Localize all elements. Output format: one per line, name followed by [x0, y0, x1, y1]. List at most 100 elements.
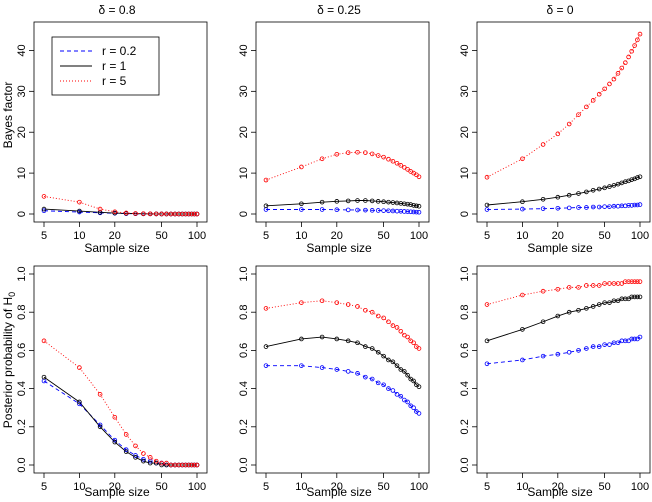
panel-r0-c2-series-2-point	[611, 76, 617, 82]
panel-r0-c1-series-1-point	[416, 203, 422, 209]
panel-r0-c1-series-0-point	[416, 209, 422, 215]
panel-r0-c2-series-2-point	[629, 48, 634, 54]
column-title-delta-0.8: δ = 0.8	[98, 3, 135, 17]
panel-r1-c2-series-0-point	[484, 361, 490, 367]
panel-r0-c0-series-2-point	[77, 199, 82, 205]
panel-r0-c0-y-tick-label: 20	[16, 126, 28, 138]
panel-r0-c2-series-2-point	[596, 91, 602, 97]
panel-r1-c1-series-1-point	[405, 372, 410, 378]
panel-r1-c0-x-tick-label: 10	[73, 481, 85, 493]
panel-r0-c0-series-2-point	[133, 211, 138, 216]
panel-r0-c1-series-0-point	[408, 209, 413, 215]
panel-r0-c2-series-1-point	[555, 194, 561, 200]
panel-r1-c1-series-0-point	[369, 376, 375, 382]
panel-r1-c2-series-1-point	[635, 294, 640, 300]
panel-r1-c1-series-0-point	[402, 397, 407, 403]
panel-r1-c2-series-1-point	[520, 327, 525, 332]
panel-r0-c0-series-2-point	[189, 211, 194, 217]
panel-r1-c1-series-1-point	[369, 346, 375, 351]
panel-r0-c0-series-2-point	[41, 194, 47, 199]
panel-r0-c2-series-2-point	[555, 131, 561, 137]
panel-r1-c0-series-2-point	[189, 462, 194, 468]
legend-entry-r-5: r = 5	[60, 74, 127, 88]
panel-r0-c2-x-tick-label: 5	[484, 230, 490, 242]
panel-r1-c2-series-0-point	[607, 342, 612, 347]
panel-r1-c2-series-1-point	[623, 296, 628, 302]
panel-r1-c2-series-2-point	[623, 279, 628, 284]
panel-r0-c1-series-0-point	[386, 208, 391, 214]
panel-r0-c2-series-0-point	[626, 203, 631, 208]
panel-r0-c0-series-0-point	[41, 208, 47, 214]
panel-r0-c2-series-2-point	[632, 43, 637, 48]
panel-r1-c2-series-2-point	[635, 279, 640, 284]
panel-r0-c2-series-2-point	[623, 60, 628, 66]
panel-r0-c1-series-0-point	[411, 209, 416, 215]
panel-r0-c1-series-0-point	[319, 207, 325, 212]
panel-r1-c2-series-2-point	[576, 285, 581, 290]
panel-r0-c1-series-1-point	[405, 201, 410, 207]
panel-r0-c2-x-tick-label: 10	[516, 230, 528, 242]
panel-r1-c2-series-1-point	[632, 294, 637, 300]
panel-r1-c0-y-tick-label: 0.6	[16, 343, 28, 358]
panel-r1-c2-series-2-point	[584, 283, 589, 288]
panel-r0-c2-series-2-point	[602, 86, 607, 92]
panel-r1-c1-series-1-point	[263, 344, 269, 349]
panel-r1-c1-series-2-point	[369, 309, 375, 315]
panel-r1-c2-series-2-point	[619, 281, 625, 286]
panel-r0-c0-frame	[33, 21, 208, 223]
panel-r1-c1-y-tick-label: 0.0	[238, 457, 250, 472]
panel-r0-c2-series-1-line	[486, 176, 641, 206]
panel-r0-c1-series-2-point	[263, 177, 269, 183]
panel-r1-c0-y-tick-label: 0.0	[16, 457, 28, 472]
panel-r1-c0: 5 10 20 50 100 0.0 0.2 0.4 0.6 0.8 1.0	[16, 265, 208, 493]
panel-r0-c1-series-1-point	[334, 199, 340, 204]
panel-r0-c1-series-0-point	[299, 207, 304, 212]
panel-r1-c2-x-tick-label: 5	[484, 481, 490, 493]
panel-r1-c2-series-1-point	[484, 338, 490, 344]
panel-r1-c2-y-tick-label: 0.4	[459, 381, 471, 396]
panel-r1-c1-series-0-point	[381, 382, 386, 388]
panel-r1-c1-series-2-point	[319, 298, 325, 304]
panel-r1-c2-series-2-point	[607, 281, 612, 286]
panel-r0-c1-series-0-point	[355, 207, 360, 213]
panel-r1-c2-series-0-point	[602, 342, 607, 347]
panel-r1-c1-series-0-point	[334, 367, 340, 372]
panel-r1-c2-series-0-point	[590, 344, 596, 349]
panel-r1-c2-series-1-point	[607, 300, 612, 305]
panel-r0-c0-series-2-point	[194, 211, 200, 217]
panel-r1-c1-series-2-point	[386, 319, 391, 325]
panel-r1-c2-series-0-point	[635, 336, 640, 342]
panel-r1-c2-series-2-point	[540, 288, 546, 294]
panel-r1-c1-series-1-point	[390, 359, 396, 365]
panel-r0-c2-series-2-point	[520, 156, 525, 162]
x-axis-label-bottom-right: Sample size	[527, 485, 593, 499]
panel-r0-c2-series-1-point	[596, 186, 602, 192]
panel-r0-c1-series-1-point	[381, 199, 386, 205]
panel-r0-c0-y-tick-label: 40	[16, 44, 28, 56]
panel-r0-c2-series-0-point	[576, 205, 581, 210]
panel-r1-c2-series-2-point	[637, 279, 643, 284]
panel-r0-c2-x-tick-label: 20	[552, 230, 564, 242]
panel-r1-c1-series-2-point	[402, 332, 407, 338]
panel-r1-c1-series-2-point	[345, 302, 351, 307]
x-axis-label-top-left: Sample size	[84, 241, 150, 255]
panel-r1-c2: 5 10 20 50 100 0.0 0.2 0.4 0.6 0.8 1.0	[459, 265, 651, 493]
y-axis-label-posterior-probability: Posterior probability of H0	[1, 292, 17, 428]
panel-r0-c2-frame	[476, 21, 651, 223]
panel-r1-c2-series-0-point	[632, 336, 637, 342]
panel-r0-c1-series-1-point	[319, 199, 325, 205]
panel-r1-c0-series-1-point	[112, 439, 118, 445]
panel-r1-c2-series-1-point	[555, 313, 561, 319]
column-title-delta-0.25: δ = 0.25	[317, 3, 361, 17]
panel-r0-c1-series-1-point	[345, 198, 351, 204]
panel-r0-c1-series-2-point	[345, 150, 351, 155]
panel-r0-c0-series-2-point	[186, 211, 191, 217]
panel-r1-c0-series-1-point	[133, 455, 138, 460]
panel-r0-c0-series-2-point	[192, 211, 197, 217]
panel-r0-c2-series-1-point	[602, 185, 607, 191]
panel-r1-c0-series-2-point	[153, 458, 159, 464]
panel-r0-c1-series-0-point	[345, 207, 351, 213]
panel-r0-c0-series-2-point	[147, 211, 153, 217]
panel-r1-c1-y-tick-label: 1.0	[238, 266, 250, 281]
panel-r0-c0-series-2-point	[112, 209, 118, 215]
